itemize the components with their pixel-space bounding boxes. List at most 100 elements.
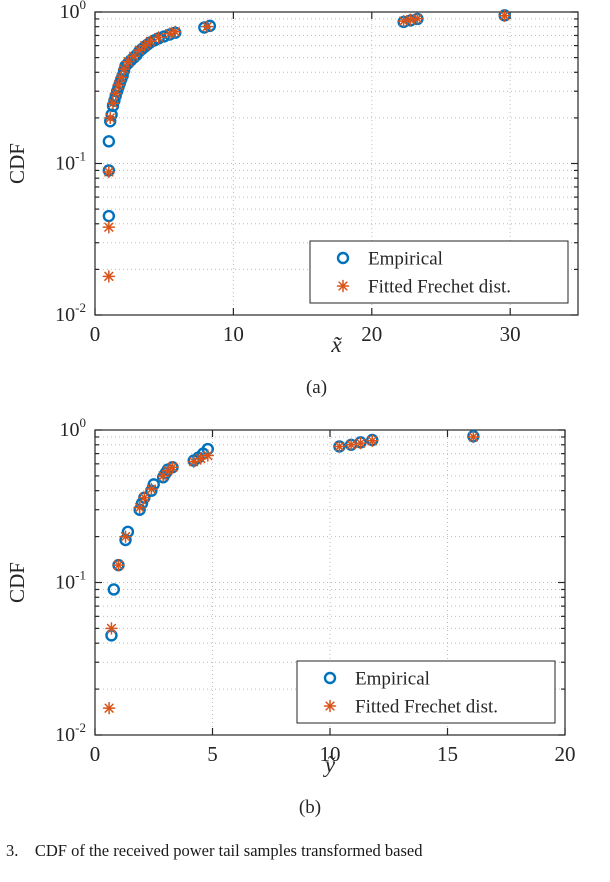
data-point [138,491,151,504]
asterisk-stroke [105,113,115,123]
figure-a: 0 10 20 30 10-2 10-1 100 CDF x̃ Empirical Fitted F… [0,0,610,405]
asterisk-stroke [325,701,335,711]
data-point [102,209,116,223]
asterisk-stroke [165,28,175,39]
series-empirical [105,430,480,642]
y-tick-exponent: -1 [75,568,86,583]
legend-label: Empirical [368,249,443,270]
figure-b: 0 5 10 15 20 10-2 10-1 100 CDF ỹ Empirical Fitted F… [0,405,610,835]
x-tick-label: 10 [320,742,341,766]
axis-ticks [94,429,566,736]
legend-marker-empirical [336,251,350,265]
chart-b: 0 5 10 15 20 10-2 10-1 100 CDF ỹ Empirical Fitted F… [5,415,576,818]
y-tick-exponent: 0 [80,415,87,430]
data-point [344,438,358,452]
asterisk-stroke [140,40,150,51]
data-point [103,111,117,125]
x-tick-label: 5 [207,742,218,766]
data-point [498,9,511,22]
x-tick-label: 0 [90,322,101,346]
data-point [135,497,149,510]
data-point [203,19,217,33]
data-point [119,530,132,543]
y-tick-label: 10-1 [55,149,86,175]
series-fitted [102,9,511,283]
axis-ticks [94,11,578,316]
asterisk-stroke [146,484,157,494]
asterisk-stroke [346,440,356,450]
data-point [200,20,214,33]
asterisk-stroke [106,623,117,634]
asterisk-stroke [405,15,416,25]
figure-caption: 3. CDF of the received power tail sample… [6,841,423,860]
data-point [117,62,131,76]
asterisk-stroke [163,466,173,476]
asterisk-stroke [500,11,510,21]
y-tick-label: 100 [60,0,87,23]
x-tick-label: 15 [437,742,458,766]
legend-marker-empirical [323,671,337,685]
data-point [166,460,179,474]
asterisk-stroke [334,441,345,452]
data-point [144,35,157,48]
data-point [152,31,165,44]
legend-marker-fitted [323,699,337,713]
series-empirical [102,9,511,223]
legend-box [296,660,556,724]
asterisk-stroke [119,64,129,74]
data-point [201,449,215,462]
data-point [156,469,170,483]
data-point [105,622,118,635]
y-axis-label: CDF [5,143,29,184]
x-tick-label: 20 [361,322,382,346]
y-tick-label: 10-1 [55,568,86,594]
subplot-label: (a) [306,377,327,398]
data-point [109,87,123,100]
legend-marker-fitted [336,279,350,293]
chart-a: 0 10 20 30 10-2 10-1 100 CDF x̃ Empirical Fitted F… [5,0,579,398]
asterisk-stroke [202,22,212,32]
y-tick-exponent: 0 [80,0,87,12]
asterisk-stroke [104,271,114,281]
legend-label: Fitted Frechet dist. [355,697,498,718]
data-point [354,436,367,450]
legend-label: Fitted Frechet dist. [368,277,511,298]
data-point [198,21,211,34]
data-point [404,13,417,26]
legend-box [309,240,569,304]
data-point [169,25,182,39]
asterisk-stroke [167,462,178,472]
data-point [467,430,480,444]
asterisk-stroke [104,703,114,713]
x-axis-label: ỹ [323,752,336,777]
asterisk-stroke [203,450,213,461]
data-point [133,501,146,514]
asterisk-stroke [120,531,131,542]
y-tick-exponent: -1 [75,149,86,164]
data-point [102,270,116,283]
legend: Empirical Fitted Frechet dist. [309,240,569,304]
asterisk-stroke [104,167,114,177]
data-point [102,220,116,234]
asterisk-stroke [154,32,164,43]
y-tick-label: 10-2 [55,300,86,326]
asterisk-stroke [367,436,377,446]
x-tick-label: 20 [555,742,576,766]
asterisk-stroke [113,560,124,570]
data-point [145,482,158,496]
series-fitted [102,430,480,715]
asterisk-stroke [412,13,423,24]
x-tick-label: 0 [90,742,101,766]
data-point [333,440,346,453]
y-tick-exponent: -2 [75,300,86,315]
data-point [115,71,128,84]
asterisk-stroke [139,493,149,503]
asterisk-stroke [104,222,114,232]
asterisk-stroke [468,432,478,442]
x-tick-label: 30 [500,322,521,346]
grid-lines [95,430,565,735]
y-tick-exponent: -2 [75,720,86,735]
data-point [102,701,116,715]
x-tick-label: 10 [223,322,244,346]
